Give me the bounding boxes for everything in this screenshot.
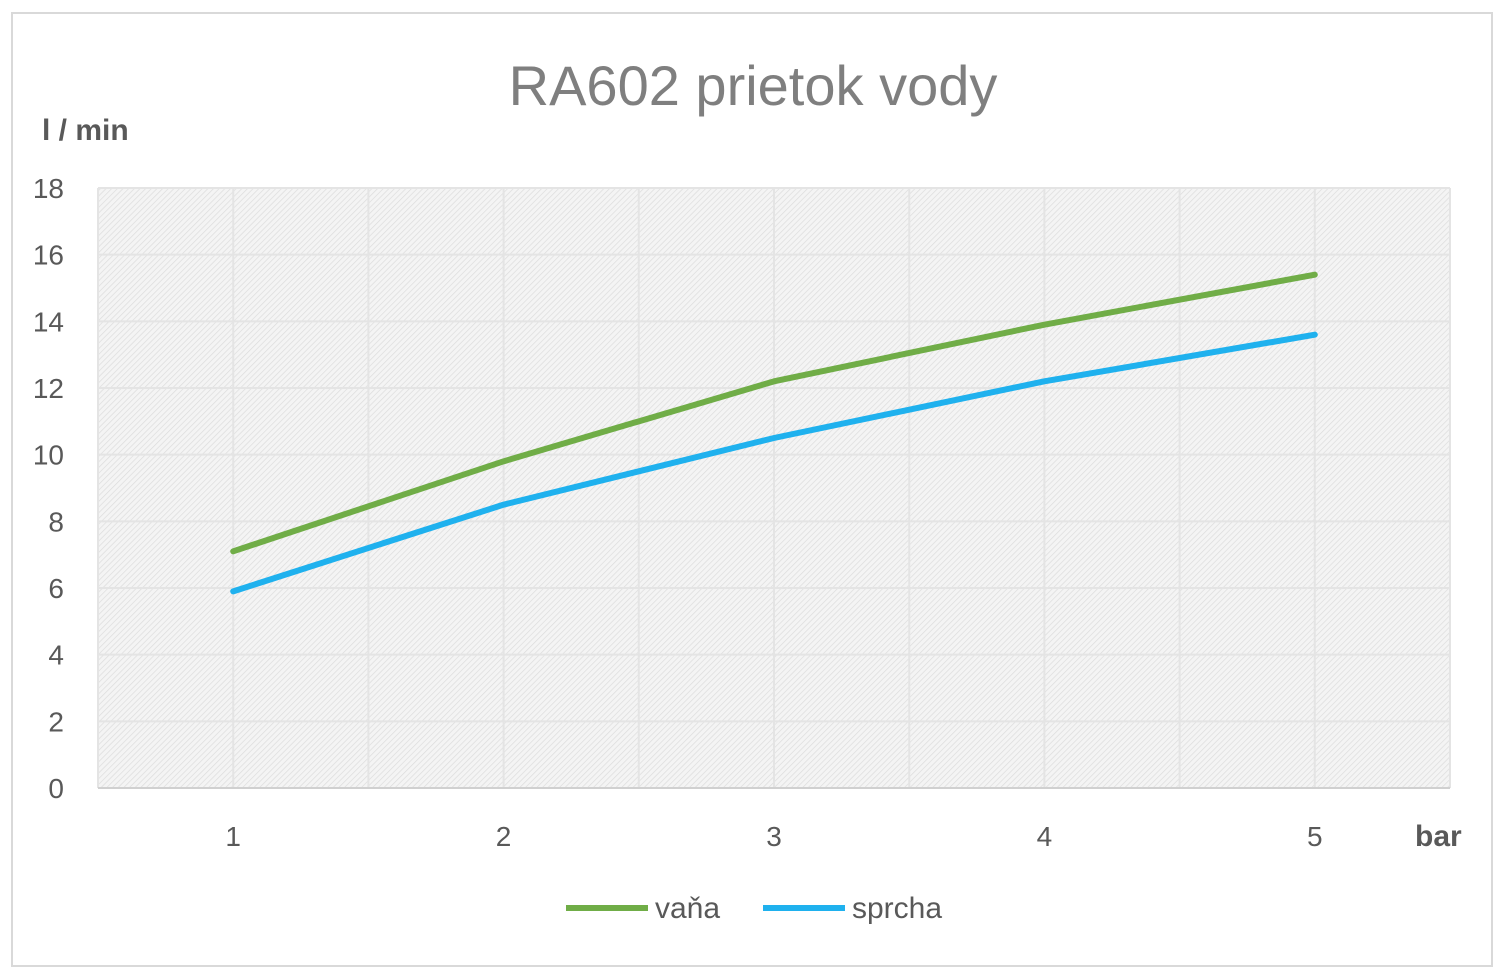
y-tick-label: 2 (48, 706, 64, 737)
y-tick-label: 14 (33, 306, 64, 337)
x-tick-label: 3 (766, 821, 782, 852)
y-axis-label: l / min (42, 114, 129, 147)
legend-label: sprcha (852, 892, 942, 925)
y-tick-label: 16 (33, 240, 64, 271)
legend-label: vaňa (655, 892, 720, 925)
data-point (1314, 274, 1316, 276)
y-tick-label: 8 (48, 506, 64, 537)
data-point (773, 437, 775, 439)
x-axis-ticks: 1 2 3 4 5 (225, 821, 1322, 852)
gridlines (97, 187, 1451, 789)
data-point (232, 550, 234, 552)
y-tick-label: 10 (33, 440, 64, 471)
x-tick-label: 2 (496, 821, 512, 852)
y-tick-label: 4 (48, 640, 64, 671)
data-point (1043, 380, 1045, 382)
y-tick-label: 0 (48, 773, 64, 804)
data-point (503, 504, 505, 506)
legend: vaňa sprcha (566, 892, 942, 925)
data-point (773, 380, 775, 382)
y-tick-label: 12 (33, 373, 64, 404)
y-axis-ticks: 0 2 4 6 8 10 12 14 16 18 (33, 173, 64, 804)
data-point (1043, 324, 1045, 326)
x-tick-label: 4 (1037, 821, 1053, 852)
x-tick-label: 5 (1307, 821, 1323, 852)
x-axis-label: bar (1415, 820, 1462, 853)
y-tick-label: 18 (33, 173, 64, 204)
chart-title: RA602 prietok vody (509, 54, 998, 117)
data-point (503, 460, 505, 462)
data-point (1314, 334, 1316, 336)
y-tick-label: 6 (48, 573, 64, 604)
series-lines (230, 271, 1318, 595)
data-point (232, 590, 234, 592)
x-tick-label: 1 (225, 821, 241, 852)
